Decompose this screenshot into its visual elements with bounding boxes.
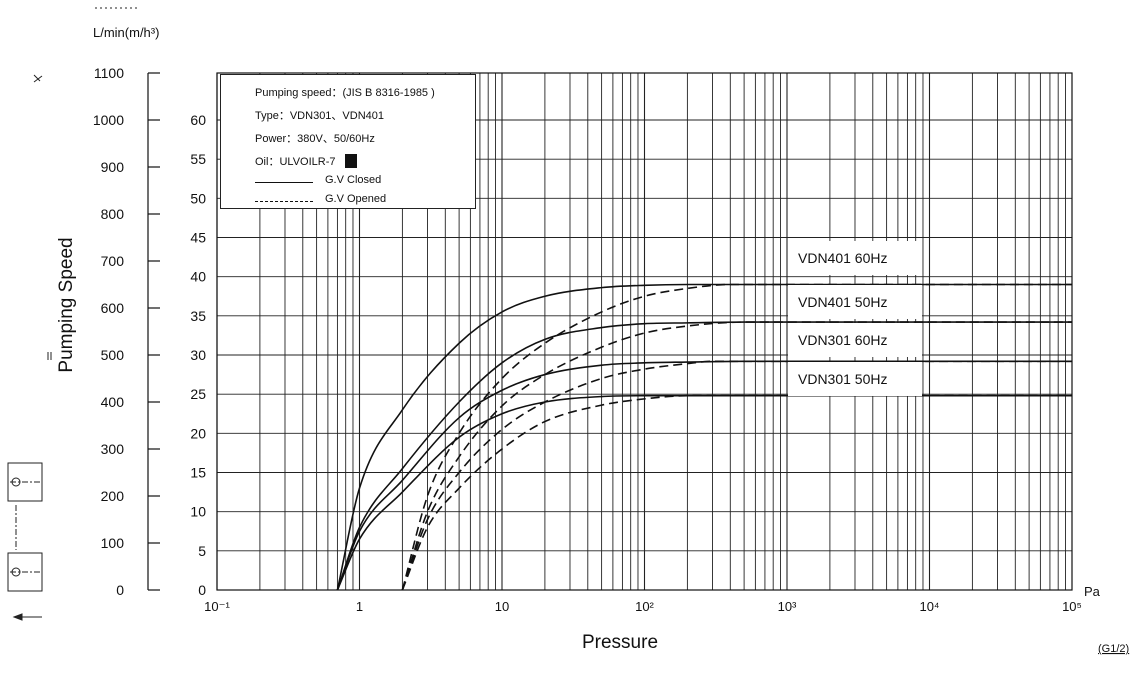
inner-tick-label: 40 xyxy=(190,269,206,285)
legend-box: Pumping speed：(JIS B 8316-1985 ) Type：VD… xyxy=(220,74,476,209)
inner-tick-label: 0 xyxy=(198,582,206,598)
x-tick-label: 10² xyxy=(635,599,654,614)
left-tick-label: 1100 xyxy=(94,65,124,81)
y-axis-title: Pumping Speed xyxy=(56,237,77,372)
footnote: (G1/2) xyxy=(1098,643,1129,655)
top-unit-label: L/min(m/h³) xyxy=(93,25,159,40)
legend-solid-swatch xyxy=(255,182,313,183)
left-tick-label: 700 xyxy=(101,253,125,269)
series-line-closed-3 xyxy=(336,394,1072,591)
x-tick-label: 10⁵ xyxy=(1062,599,1082,614)
x-tick-label: 10 xyxy=(495,599,509,614)
inner-tick-label: 50 xyxy=(190,190,206,206)
left-tick-label: 300 xyxy=(101,441,125,457)
x-tick-label: 10³ xyxy=(778,599,797,614)
series-line-opened-4 xyxy=(401,283,1072,591)
left-tick-label: 800 xyxy=(101,206,125,222)
legend-line-oil: Oil：ULVOILR-7 xyxy=(255,153,358,169)
text-layer: L/min(m/h³) Pumping Speed Pressure Pa (G… xyxy=(56,25,1129,655)
x-unit-label: Pa xyxy=(1084,584,1101,599)
left-tick-label: 0 xyxy=(116,582,124,598)
left-tick-label: 600 xyxy=(101,300,125,316)
inner-tick-label: 45 xyxy=(190,230,206,246)
x-tick-label: 10⁻¹ xyxy=(204,599,230,614)
series-label-vdn401-50hz: VDN401 50Hz xyxy=(788,285,922,319)
inner-tick-label: 5 xyxy=(198,543,206,559)
legend-oil-text: Oil：ULVOILR-7 xyxy=(255,156,336,168)
series-line-closed-0 xyxy=(336,283,1072,591)
series-label-vdn301-50hz: VDN301 50Hz xyxy=(788,362,922,396)
inner-tick-label: 60 xyxy=(190,112,206,128)
legend-line-type: Type：VDN301、VDN401 xyxy=(255,110,385,122)
inner-tick-label: 35 xyxy=(190,308,206,324)
inner-tick-label: 55 xyxy=(190,151,206,167)
axis-layer: 0 100 200 300 400 500 600 700 800 900 1000 1100 0 5 10… xyxy=(93,65,1082,614)
inner-tick-label: 30 xyxy=(190,347,206,363)
side-drawing-fragments xyxy=(7,7,138,621)
series-label-vdn301-60hz: VDN301 60Hz xyxy=(788,323,922,357)
left-tick-label: 500 xyxy=(101,347,125,363)
left-tick-label: 900 xyxy=(101,159,125,175)
x-tick-label: 1 xyxy=(356,599,363,614)
legend-power-text: Power：380V、50/60Hz xyxy=(255,133,375,145)
x-axis-title: Pressure xyxy=(582,632,658,653)
legend-line-power: Power：380V、50/60Hz xyxy=(255,130,375,146)
x-tick-label: 10⁴ xyxy=(919,599,939,614)
series-line-opened-6 xyxy=(401,360,1072,591)
legend-dashed-label: G.V Opened xyxy=(325,193,387,205)
inner-tick-label: 15 xyxy=(190,465,206,481)
inner-tick-label: 10 xyxy=(190,504,206,520)
series-line-opened-7 xyxy=(401,394,1072,591)
left-tick-label: 200 xyxy=(101,488,125,504)
series-label-vdn401-60hz: VDN401 60Hz xyxy=(788,241,922,275)
left-tick-label: 1000 xyxy=(93,112,124,128)
plot-frame xyxy=(216,72,1073,591)
left-tick-label: 100 xyxy=(101,535,125,551)
legend-dashed-swatch xyxy=(255,201,313,202)
legend-line-standard: Pumping speed：(JIS B 8316-1985 ) xyxy=(255,87,435,99)
series-line-opened-5 xyxy=(401,321,1072,591)
oil-marker-icon xyxy=(345,154,358,168)
curve-layer xyxy=(336,283,1072,591)
inner-tick-label: 20 xyxy=(190,425,206,441)
legend-solid-label: G.V Closed xyxy=(325,174,382,186)
left-tick-label: 400 xyxy=(101,394,125,410)
inner-tick-label: 25 xyxy=(190,386,206,402)
